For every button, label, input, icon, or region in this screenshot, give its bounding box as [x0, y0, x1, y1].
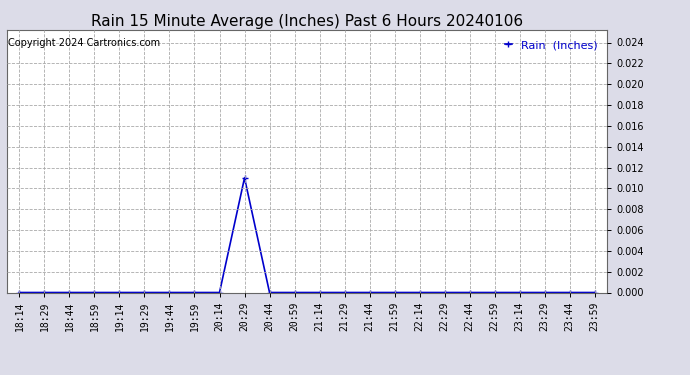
Rain  (Inches)	[591, 290, 599, 295]
Rain  (Inches)	[215, 290, 224, 295]
Rain  (Inches)	[540, 290, 549, 295]
Rain  (Inches)	[66, 290, 74, 295]
Legend: Rain  (Inches): Rain (Inches)	[500, 36, 602, 54]
Title: Rain 15 Minute Average (Inches) Past 6 Hours 20240106: Rain 15 Minute Average (Inches) Past 6 H…	[91, 14, 523, 29]
Rain  (Inches)	[440, 290, 449, 295]
Rain  (Inches)	[166, 290, 174, 295]
Rain  (Inches)	[340, 290, 348, 295]
Text: Copyright 2024 Cartronics.com: Copyright 2024 Cartronics.com	[8, 38, 159, 48]
Rain  (Inches)	[515, 290, 524, 295]
Rain  (Inches)	[115, 290, 124, 295]
Rain  (Inches)	[90, 290, 99, 295]
Rain  (Inches)	[566, 290, 574, 295]
Rain  (Inches)	[391, 290, 399, 295]
Rain  (Inches)	[466, 290, 474, 295]
Rain  (Inches)	[491, 290, 499, 295]
Rain  (Inches)	[290, 290, 299, 295]
Rain  (Inches)	[15, 290, 23, 295]
Rain  (Inches)	[266, 290, 274, 295]
Rain  (Inches)	[240, 176, 248, 180]
Rain  (Inches)	[190, 290, 199, 295]
Line: Rain  (Inches): Rain (Inches)	[17, 175, 598, 295]
Rain  (Inches)	[315, 290, 324, 295]
Rain  (Inches)	[140, 290, 148, 295]
Rain  (Inches)	[415, 290, 424, 295]
Rain  (Inches)	[366, 290, 374, 295]
Rain  (Inches)	[40, 290, 48, 295]
